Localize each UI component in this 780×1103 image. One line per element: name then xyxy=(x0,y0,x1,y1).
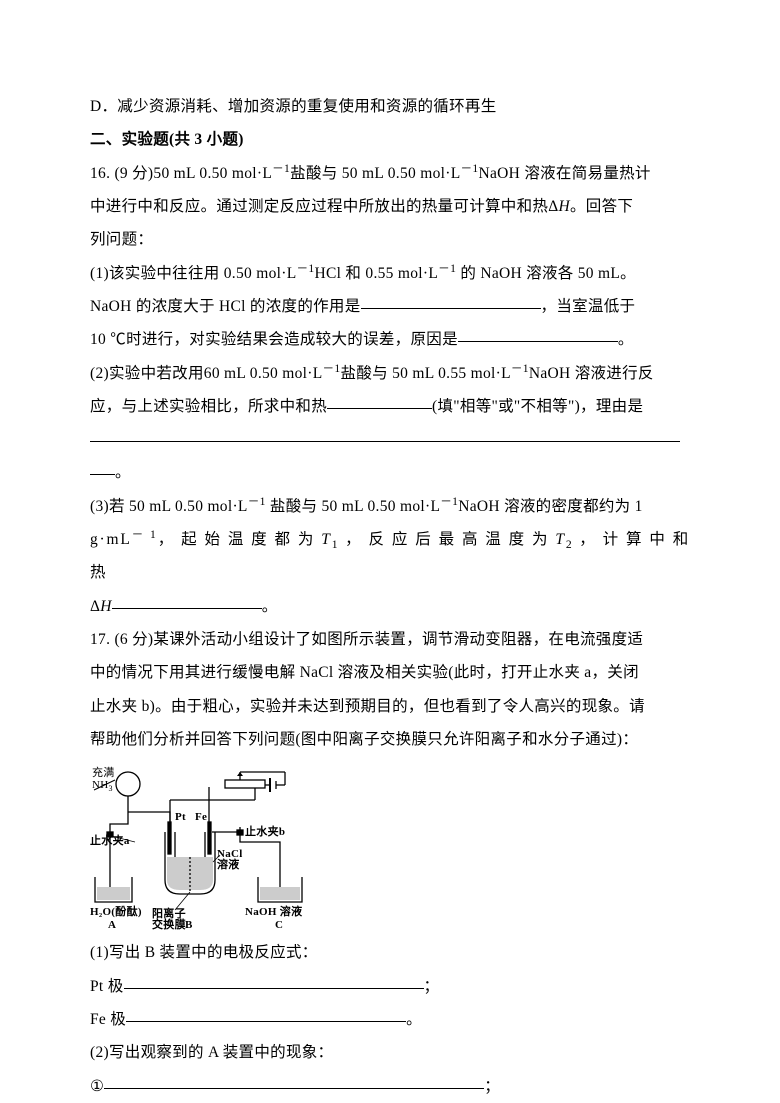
q16-part2: 应，与上述实验相比，所求中和热 (填"相等"或"不相等")，理由是 xyxy=(90,390,690,423)
label-fe: Fe xyxy=(195,811,207,823)
text: HCl 和 0.55 mol·L xyxy=(315,265,439,282)
label-c: C xyxy=(275,919,283,931)
option-d: D．减少资源消耗、增加资源的重复使用和资源的循环再生 xyxy=(90,90,690,123)
q16-part3: (3)若 50 mL 0.50 mol·L－1 盐酸与 50 mL 0.50 m… xyxy=(90,490,690,523)
fill-blank[interactable] xyxy=(90,461,115,476)
q17-stem: 17. (6 分)某课外活动小组设计了如图所示装置，调节滑动变阻器，在电流强度适 xyxy=(90,623,690,656)
sup: －1 xyxy=(248,495,266,508)
label-clamp-b: 止水夹b xyxy=(245,824,285,838)
sup: －1 xyxy=(440,495,458,508)
label-a: A xyxy=(108,919,116,931)
var: H xyxy=(100,598,112,615)
text: ① xyxy=(90,1078,104,1095)
text: 盐酸与 50 mL 0.50 mol·L xyxy=(290,165,460,182)
fill-blank[interactable] xyxy=(361,294,541,309)
electrolysis-diagram: 充满 NH3 止水夹a H₂O(酚酞) A xyxy=(90,762,690,932)
sup: －1 xyxy=(438,261,456,274)
sup: －1 xyxy=(297,261,315,274)
text: g·mL xyxy=(90,531,132,548)
fill-blank[interactable] xyxy=(126,1007,406,1022)
text: 盐酸与 50 mL 0.50 mol·L xyxy=(266,498,441,515)
var: T xyxy=(555,531,565,548)
text: (1)该实验中往往用 0.50 mol·L xyxy=(90,265,297,282)
text: Δ xyxy=(90,598,100,615)
q16-part2: (2)实验中若改用60 mL 0.50 mol·L－1盐酸与 50 mL 0.5… xyxy=(90,357,690,390)
q16-part1: (1)该实验中往往用 0.50 mol·L－1HCl 和 0.55 mol·L－… xyxy=(90,257,690,290)
text: Pt 极 xyxy=(90,978,124,995)
fill-blank[interactable] xyxy=(124,974,424,989)
text: (填"相等"或"不相等")，理由是 xyxy=(432,398,643,415)
q17-part2: (2)写出观察到的 A 装置中的现象： xyxy=(90,1036,690,1069)
label-nacl: 溶液 xyxy=(217,857,240,871)
italic-h: H xyxy=(558,198,570,215)
text: ； xyxy=(484,1078,500,1095)
text: 10 ℃时进行，对实验结果会造成较大的误差，原因是 xyxy=(90,331,458,348)
text: 。 xyxy=(618,331,634,348)
text: (2)实验中若改用60 mL 0.50 mol·L xyxy=(90,365,323,382)
q16-part2-longblank xyxy=(90,423,690,456)
text: 应，与上述实验相比，所求中和热 xyxy=(90,398,327,415)
q16-part2: 。 xyxy=(90,456,690,489)
label-naoh: NaOH 溶液 xyxy=(245,904,303,918)
q17-stem: 中的情况下用其进行缓慢电解 NaCl 溶液及相关实验(此时，打开止水夹 a，关闭 xyxy=(90,656,690,689)
sup: －1 xyxy=(460,161,478,174)
text: 。 xyxy=(262,598,278,615)
q16-stem: 中进行中和反应。通过测定反应过程中所放出的热量可计算中和热ΔH。回答下 xyxy=(90,190,690,223)
fill-blank[interactable] xyxy=(458,327,618,342)
text: 盐酸与 50 mL 0.55 mol·L xyxy=(341,365,511,382)
q17-part1: (1)写出 B 装置中的电极反应式： xyxy=(90,936,690,969)
text: 中进行中和反应。通过测定反应过程中所放出的热量可计算中和热Δ xyxy=(90,198,558,215)
section-2-title: 二、实验题(共 3 小题) xyxy=(90,123,690,156)
text: ， 起 始 温 度 都 为 xyxy=(158,531,322,548)
label-membrane: 交换膜 xyxy=(152,917,186,931)
text: 。 xyxy=(406,1011,422,1028)
fill-blank[interactable] xyxy=(327,394,432,409)
q17-stem: 止水夹 b)。由于粗心，实验并未达到预期目的，但也看到了令人高兴的现象。请 xyxy=(90,690,690,723)
text: NaOH 的浓度大于 HCl 的浓度的作用是 xyxy=(90,298,361,315)
text: NaOH 溶液进行反 xyxy=(529,365,654,382)
q17-fe: Fe 极 。 xyxy=(90,1003,690,1036)
text: ， 反 应 后 最 高 温 度 为 xyxy=(339,531,555,548)
text: ，当室温低于 xyxy=(541,298,636,315)
text: NaOH 溶液的密度都约为 1 xyxy=(458,498,642,515)
label-b: B xyxy=(185,919,193,931)
fill-blank[interactable] xyxy=(104,1074,484,1089)
sup: － 1 xyxy=(132,528,158,541)
q16-part3: g·mL－ 1， 起 始 温 度 都 为 T1 ， 反 应 后 最 高 温 度 … xyxy=(90,523,690,590)
label-membrane: 阳离子 xyxy=(152,906,186,920)
q16-stem: 列问题： xyxy=(90,223,690,256)
fill-blank[interactable] xyxy=(90,427,680,442)
q17-circ1: ①； xyxy=(90,1070,690,1103)
q17-pt: Pt 极 ； xyxy=(90,970,690,1003)
text: ； xyxy=(424,978,440,995)
q16-stem: 16. (9 分)50 mL 0.50 mol·L－1盐酸与 50 mL 0.5… xyxy=(90,157,690,190)
var: T xyxy=(321,531,331,548)
q16-part1: 10 ℃时进行，对实验结果会造成较大的误差，原因是 。 xyxy=(90,323,690,356)
label-h2o: H₂O(酚酞) xyxy=(90,904,142,918)
text: 16. (9 分)50 mL 0.50 mol·L xyxy=(90,165,272,182)
q16-part3: ΔH 。 xyxy=(90,590,690,623)
text: NaOH 溶液在简易量热计 xyxy=(479,165,651,182)
text: 。回答下 xyxy=(570,198,633,215)
text: 的 NaOH 溶液各 50 mL。 xyxy=(456,265,636,282)
text: (3)若 50 mL 0.50 mol·L xyxy=(90,498,248,515)
text: Fe 极 xyxy=(90,1011,126,1028)
q16-part1: NaOH 的浓度大于 HCl 的浓度的作用是 ，当室温低于 xyxy=(90,290,690,323)
sup: －1 xyxy=(511,361,529,374)
text: 。 xyxy=(115,464,131,481)
q17-stem: 帮助他们分析并回答下列问题(图中阳离子交换膜只允许阳离子和水分子通过)： xyxy=(90,723,690,756)
sup: －1 xyxy=(272,161,290,174)
label-pt: Pt xyxy=(175,811,186,823)
label-nh3: 充满 xyxy=(92,765,115,779)
label-clamp-a: 止水夹a xyxy=(90,833,130,847)
fill-blank[interactable] xyxy=(112,594,262,609)
sup: －1 xyxy=(323,361,341,374)
